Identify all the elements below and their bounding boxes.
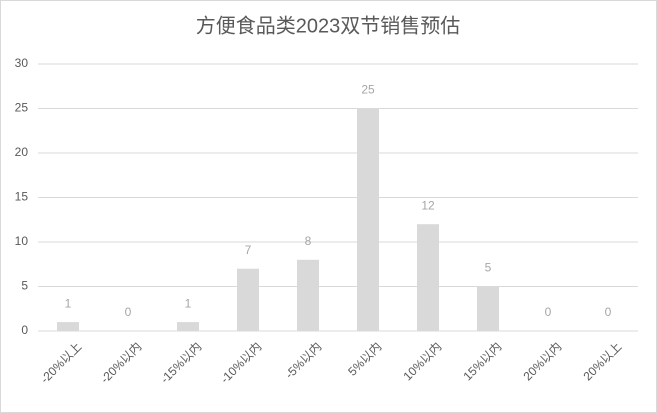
data-label: 7	[245, 243, 252, 257]
bar	[357, 108, 379, 331]
bar	[297, 259, 319, 331]
y-tick-label: 15	[15, 190, 29, 204]
bar	[417, 224, 439, 331]
y-tick-label: 0	[21, 323, 28, 337]
chart-title: 方便食品类2023双节销售预估	[196, 14, 461, 37]
data-label: 0	[125, 305, 132, 319]
y-tick-label: 25	[15, 101, 29, 115]
data-label: 12	[421, 198, 435, 212]
data-label: 8	[305, 234, 312, 248]
y-tick-label: 30	[15, 56, 29, 70]
y-tick-label: 20	[15, 145, 29, 159]
data-label: 1	[65, 296, 72, 310]
bar	[237, 268, 259, 331]
data-label: 25	[361, 83, 375, 97]
data-label: 1	[185, 296, 192, 310]
bar	[177, 322, 199, 331]
data-label: 0	[605, 305, 612, 319]
y-tick-label: 5	[21, 279, 28, 293]
bar	[57, 322, 79, 331]
data-label: 0	[545, 305, 552, 319]
data-label: 5	[485, 261, 492, 275]
bar	[477, 286, 499, 331]
y-tick-label: 10	[15, 234, 29, 248]
